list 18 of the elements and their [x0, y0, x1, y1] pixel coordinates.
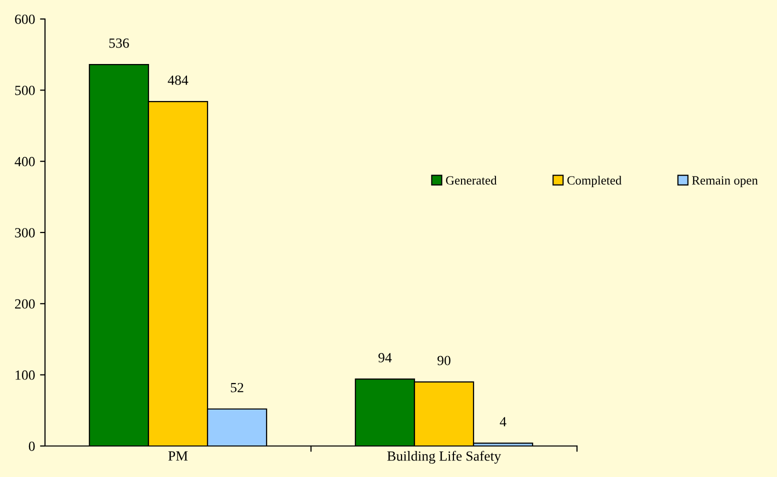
- legend-label: Completed: [567, 176, 622, 188]
- y-tick-label: 200: [15, 299, 35, 309]
- data-label: 52: [230, 382, 244, 392]
- data-label: 4: [500, 417, 506, 426]
- y-tick-label: 100: [16, 370, 35, 380]
- y-tick-label: 500: [15, 86, 35, 96]
- legend-label: Generated: [446, 176, 497, 185]
- y-tick-label: 600: [15, 14, 35, 24]
- data-label: 536: [109, 38, 129, 48]
- data-label: 94: [378, 353, 392, 362]
- data-label: 484: [168, 75, 188, 85]
- x-tick-label: Building Life Safety: [387, 450, 502, 464]
- data-label: 90: [438, 356, 450, 366]
- y-tick-label: 400: [14, 156, 35, 166]
- x-tick-label: PM: [168, 451, 188, 460]
- y-tick-label: 300: [15, 228, 35, 238]
- legend-label: Remain open: [692, 176, 758, 188]
- y-tick-label: 0: [28, 442, 35, 451]
